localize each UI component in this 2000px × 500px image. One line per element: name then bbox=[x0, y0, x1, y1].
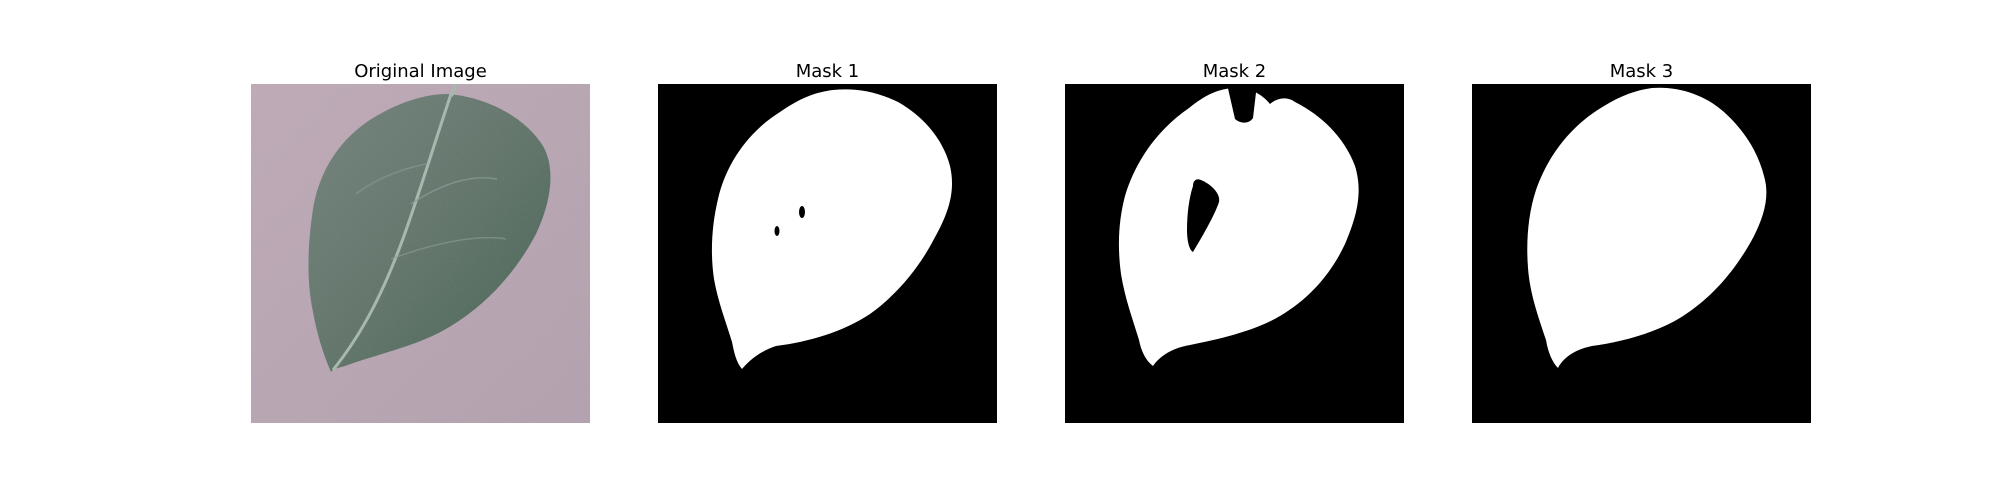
mask-3-panel: Mask 3 bbox=[1472, 60, 1811, 423]
original-leaf-image bbox=[251, 84, 590, 423]
panel-title: Original Image bbox=[354, 61, 487, 82]
mask-1-panel: Mask 1 bbox=[658, 60, 997, 423]
mask-2-image bbox=[1065, 84, 1404, 423]
panel-title: Mask 2 bbox=[1202, 61, 1267, 82]
mask-2-panel: Mask 2 bbox=[1065, 60, 1404, 423]
panel-title: Mask 3 bbox=[1609, 61, 1674, 82]
original-image-panel: Original Image bbox=[251, 60, 590, 423]
mask-1-image bbox=[658, 84, 997, 423]
mask-3-image bbox=[1472, 84, 1811, 423]
panel-title: Mask 1 bbox=[795, 61, 860, 82]
